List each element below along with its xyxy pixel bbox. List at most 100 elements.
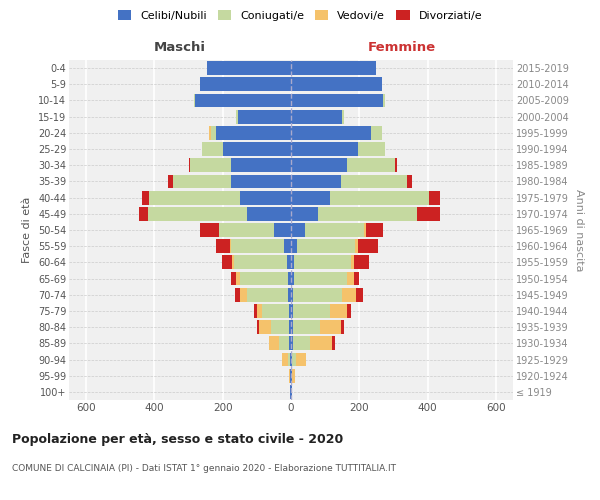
- Bar: [291, 142, 358, 156]
- Bar: [200, 78, 291, 91]
- Bar: [291, 174, 341, 188]
- Bar: [342, 110, 344, 124]
- Bar: [194, 94, 196, 108]
- Bar: [347, 158, 395, 172]
- Bar: [291, 272, 294, 285]
- Bar: [291, 78, 382, 91]
- Y-axis label: Anni di nascita: Anni di nascita: [574, 188, 584, 271]
- Bar: [366, 223, 383, 237]
- Bar: [291, 240, 297, 253]
- Bar: [291, 61, 376, 75]
- Text: Popolazione per età, sesso e stato civile - 2020: Popolazione per età, sesso e stato civil…: [12, 432, 343, 446]
- Bar: [358, 142, 385, 156]
- Bar: [330, 304, 347, 318]
- Bar: [289, 320, 291, 334]
- Bar: [291, 190, 330, 204]
- Bar: [208, 61, 291, 75]
- Bar: [294, 272, 347, 285]
- Bar: [211, 126, 216, 140]
- Bar: [188, 158, 190, 172]
- Bar: [291, 94, 383, 108]
- Bar: [209, 126, 211, 140]
- Bar: [238, 110, 291, 124]
- Bar: [332, 336, 335, 350]
- Bar: [274, 223, 291, 237]
- Bar: [358, 240, 379, 253]
- Bar: [219, 223, 274, 237]
- Text: Femmine: Femmine: [368, 42, 436, 54]
- Bar: [223, 142, 291, 156]
- Bar: [371, 126, 382, 140]
- Bar: [190, 158, 231, 172]
- Bar: [310, 336, 332, 350]
- Bar: [293, 288, 342, 302]
- Bar: [254, 304, 257, 318]
- Bar: [353, 256, 369, 270]
- Bar: [231, 158, 291, 172]
- Bar: [430, 190, 440, 204]
- Bar: [289, 336, 291, 350]
- Bar: [259, 320, 271, 334]
- Bar: [173, 174, 231, 188]
- Bar: [282, 352, 288, 366]
- Bar: [291, 320, 293, 334]
- Bar: [257, 320, 259, 334]
- Bar: [287, 256, 291, 270]
- Legend: Celibi/Nubili, Coniugati/e, Vedovi/e, Divorziati/e: Celibi/Nubili, Coniugati/e, Vedovi/e, Di…: [116, 8, 484, 23]
- Text: COMUNE DI CALCINAIA (PI) - Dati ISTAT 1° gennaio 2020 - Elaborazione TUTTITALIA.: COMUNE DI CALCINAIA (PI) - Dati ISTAT 1°…: [12, 464, 396, 473]
- Text: Maschi: Maschi: [154, 42, 206, 54]
- Bar: [291, 126, 371, 140]
- Bar: [319, 207, 418, 220]
- Bar: [202, 142, 223, 156]
- Bar: [292, 369, 295, 382]
- Bar: [231, 272, 236, 285]
- Bar: [290, 369, 291, 382]
- Bar: [287, 272, 291, 285]
- Bar: [230, 240, 231, 253]
- Bar: [290, 352, 291, 366]
- Bar: [236, 110, 238, 124]
- Bar: [341, 174, 407, 188]
- Bar: [139, 207, 148, 220]
- Bar: [216, 126, 291, 140]
- Bar: [296, 352, 306, 366]
- Bar: [407, 174, 412, 188]
- Bar: [290, 385, 291, 399]
- Bar: [291, 352, 292, 366]
- Bar: [269, 336, 279, 350]
- Bar: [342, 288, 356, 302]
- Bar: [356, 288, 363, 302]
- Bar: [284, 240, 291, 253]
- Bar: [364, 223, 366, 237]
- Bar: [418, 207, 440, 220]
- Bar: [231, 240, 284, 253]
- Bar: [196, 94, 291, 108]
- Bar: [234, 256, 287, 270]
- Bar: [297, 240, 355, 253]
- Bar: [235, 288, 241, 302]
- Bar: [247, 207, 291, 220]
- Bar: [351, 256, 353, 270]
- Bar: [288, 288, 291, 302]
- Bar: [200, 223, 219, 237]
- Bar: [289, 369, 290, 382]
- Bar: [289, 304, 291, 318]
- Bar: [292, 352, 296, 366]
- Bar: [149, 190, 240, 204]
- Bar: [291, 158, 347, 172]
- Bar: [293, 304, 330, 318]
- Bar: [330, 190, 430, 204]
- Bar: [288, 352, 290, 366]
- Bar: [148, 207, 247, 220]
- Bar: [232, 256, 234, 270]
- Bar: [247, 288, 288, 302]
- Bar: [262, 304, 289, 318]
- Bar: [291, 256, 295, 270]
- Bar: [231, 174, 291, 188]
- Bar: [347, 304, 351, 318]
- Bar: [295, 256, 351, 270]
- Bar: [241, 288, 247, 302]
- Bar: [320, 320, 341, 334]
- Bar: [305, 223, 364, 237]
- Bar: [291, 223, 305, 237]
